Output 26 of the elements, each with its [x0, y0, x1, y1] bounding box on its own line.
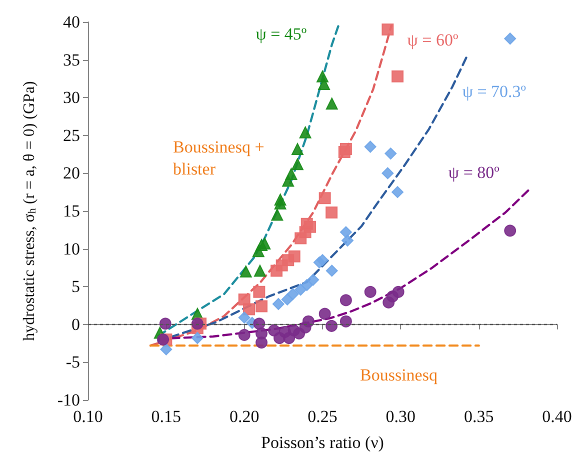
text: ψ = 70.3º: [462, 82, 526, 102]
y-tick-label: 20: [63, 164, 80, 183]
x-tick-label: 0.20: [229, 407, 260, 426]
y-tick-label: 25: [63, 126, 80, 145]
y-tick-label: -5: [66, 352, 80, 372]
x-tick-label: 0.30: [386, 407, 416, 426]
x-axis-title: Poisson’s ratio (ν): [261, 433, 384, 452]
x-tick-label: 0.35: [464, 407, 494, 426]
y-tick-label: -10: [57, 390, 80, 410]
y-tick-label: 10: [63, 239, 80, 258]
y-tick-label: 0: [72, 314, 80, 334]
x-tick-label: 0.10: [73, 407, 103, 426]
text: ψ = 80º: [448, 162, 500, 182]
y-tick-label: 30: [63, 88, 80, 108]
x-tick-label: 0.25: [308, 407, 338, 426]
series-label: ψ = 45º: [256, 24, 307, 44]
y-tick-label: 5: [72, 277, 80, 296]
series-label: ψ = 60º: [407, 30, 458, 50]
y-tick-label: 35: [63, 50, 80, 70]
x-tick-label: 0.15: [151, 407, 182, 426]
annotation: Boussinesq: [360, 366, 438, 384]
y-axis-title: hydrostatic stress, σh (r = a, θ = 0) (GPa): [21, 81, 38, 341]
x-tick-label: 0.40: [542, 407, 572, 426]
y-tick-label: 15: [63, 202, 80, 220]
annotation: Boussinesq + blister: [173, 138, 264, 178]
y-tick-label: 40: [63, 12, 80, 32]
